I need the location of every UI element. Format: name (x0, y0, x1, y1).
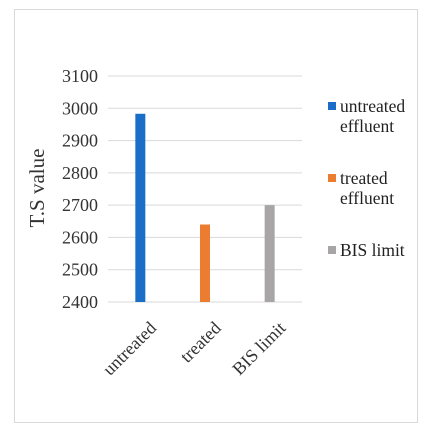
bar-layer (135, 113, 275, 302)
legend-label-bis-limit: BIS limit (340, 240, 405, 260)
bar-treated (200, 224, 210, 302)
legend-label-treated: treated effluent (340, 168, 395, 208)
chart-legend: untreated effluent treated effluent BIS … (328, 96, 420, 292)
y-tick-label: 2600 (62, 227, 98, 247)
x-tick-label: treated (176, 318, 225, 367)
y-tick-label: 2700 (62, 195, 98, 215)
y-tick-label: 3000 (62, 98, 98, 118)
legend-swatch-bis-limit (328, 246, 336, 254)
y-tick-label: 2900 (62, 131, 98, 151)
legend-label-untreated: untreated effluent (340, 96, 406, 136)
legend-swatch-untreated (328, 102, 336, 110)
legend-swatch-treated (328, 174, 336, 182)
chart-frame (14, 9, 418, 423)
legend-item-treated-effluent: treated effluent (328, 168, 420, 208)
y-axis-title: T.S value (25, 149, 49, 228)
y-tick-label: 2800 (62, 163, 98, 183)
x-tick-layer: untreated treated BIS limit (99, 318, 290, 379)
y-tick-label: 3100 (62, 66, 98, 86)
y-tick-label: 2500 (62, 260, 98, 280)
bar-bis-limit (264, 205, 275, 302)
x-tick-label: BIS limit (228, 318, 289, 379)
legend-item-bis-limit: BIS limit (328, 240, 420, 260)
y-tick-label: 2400 (62, 292, 98, 312)
bar-untreated (135, 113, 146, 302)
y-tick-layer: 2400 2500 2600 2700 2800 2900 3000 3100 (62, 66, 98, 312)
x-tick-label: untreated (99, 318, 160, 379)
legend-item-untreated-effluent: untreated effluent (328, 96, 420, 136)
